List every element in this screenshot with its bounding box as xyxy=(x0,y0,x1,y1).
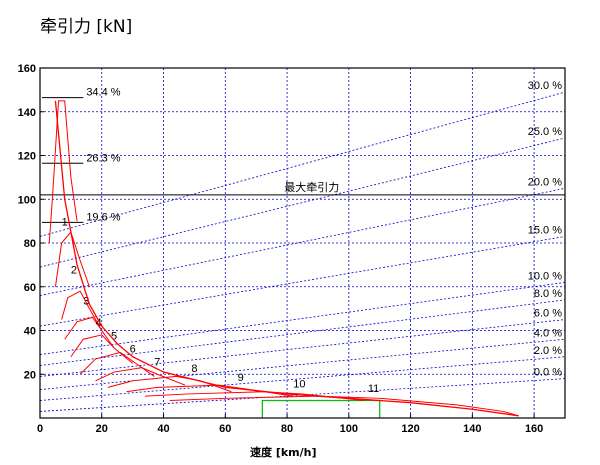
y-tick-label: 40 xyxy=(24,326,36,338)
grade-line xyxy=(39,91,566,237)
plot-area xyxy=(40,68,565,418)
y-tick-label: 60 xyxy=(24,282,36,294)
chart-title: 牵引力 [kN] xyxy=(40,17,133,37)
y-tick-label: 140 xyxy=(18,107,36,119)
gear-label: 11 xyxy=(368,383,379,395)
grade-line xyxy=(39,236,566,327)
gear-label: 1 xyxy=(62,217,68,229)
gear-label: 10 xyxy=(293,378,305,390)
gear-label: 6 xyxy=(130,343,136,355)
traction-envelope xyxy=(54,100,519,417)
grade-line xyxy=(39,187,566,296)
grade-label: 2.0 % xyxy=(534,345,562,357)
gear-label: 4 xyxy=(96,317,102,329)
grade-line xyxy=(39,281,566,355)
x-tick-label: 140 xyxy=(463,423,481,435)
grade-label: 15.0 % xyxy=(528,224,562,236)
grade-line xyxy=(39,299,566,366)
gear-curve xyxy=(70,334,133,364)
x-tick-label: 40 xyxy=(157,423,169,435)
x-tick-label: 20 xyxy=(96,423,108,435)
reserve-label: 26.3 % xyxy=(86,152,120,164)
reserve-label: 19.6 % xyxy=(86,211,120,223)
gear-curve xyxy=(64,316,115,349)
gear-label: 2 xyxy=(71,265,77,277)
gear-curve xyxy=(169,395,519,417)
gear-curve xyxy=(48,100,78,244)
x-tick-label: 100 xyxy=(340,423,358,435)
green-band xyxy=(261,399,381,418)
gear-label: 5 xyxy=(111,330,117,342)
gear-label: 9 xyxy=(238,372,244,384)
grade-label: 20.0 % xyxy=(528,176,562,188)
y-tick-label: 120 xyxy=(18,151,36,163)
gear-curve xyxy=(95,367,186,386)
y-tick-label: 160 xyxy=(18,63,36,75)
grade-label: 25.0 % xyxy=(528,126,562,138)
grade-label: 4.0 % xyxy=(534,327,562,339)
reserve-label: 34.4 % xyxy=(86,87,120,99)
grade-label: 0.0 % xyxy=(534,367,562,379)
grade-label: 8.0 % xyxy=(534,288,562,300)
grade-label: 10.0 % xyxy=(528,270,562,282)
grade-line xyxy=(39,319,566,377)
x-tick-label: 80 xyxy=(281,423,293,435)
y-tick-label: 20 xyxy=(24,369,36,381)
grade-label: 6.0 % xyxy=(534,308,562,320)
x-axis-label: 速度 [km/h] xyxy=(250,446,317,459)
gear-label: 8 xyxy=(191,363,197,375)
y-tick-label: 100 xyxy=(18,194,36,206)
gear-label: 7 xyxy=(154,357,160,369)
y-tick-label: 80 xyxy=(24,238,36,250)
x-tick-label: 160 xyxy=(525,423,543,435)
max-traction-label: 最大牵引力 xyxy=(284,180,339,194)
gear-curve xyxy=(61,290,103,331)
x-tick-label: 120 xyxy=(401,423,419,435)
gear-label: 3 xyxy=(83,295,89,307)
gear-curve xyxy=(79,351,155,377)
grade-label: 30.0 % xyxy=(528,80,562,92)
x-tick-label: 60 xyxy=(219,423,231,435)
x-tick-label: 0 xyxy=(37,423,43,435)
